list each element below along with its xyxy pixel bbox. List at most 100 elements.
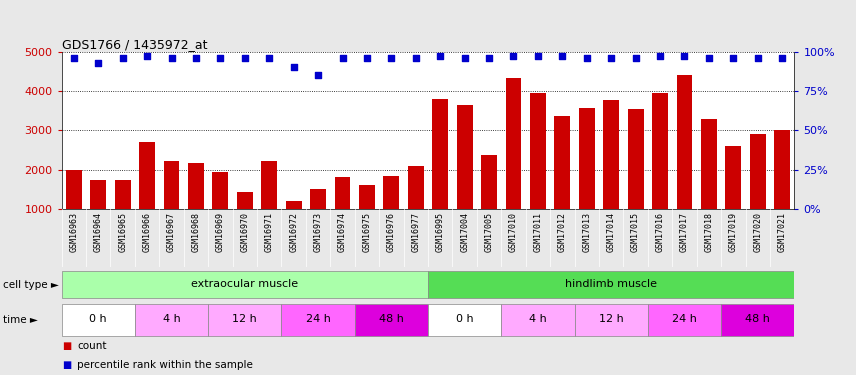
Text: 48 h: 48 h — [746, 314, 770, 324]
Text: GSM16995: GSM16995 — [436, 212, 445, 252]
Point — [702, 55, 716, 61]
Point — [433, 54, 447, 60]
Point — [164, 55, 178, 61]
Bar — [66, 170, 82, 209]
Text: GSM16966: GSM16966 — [143, 212, 152, 252]
Text: 48 h: 48 h — [379, 314, 404, 324]
Point — [67, 55, 80, 61]
Text: GSM17019: GSM17019 — [728, 212, 738, 252]
Point — [336, 55, 349, 61]
Bar — [506, 78, 521, 209]
Bar — [652, 93, 668, 209]
Text: extraocular muscle: extraocular muscle — [191, 279, 299, 289]
Text: GSM16977: GSM16977 — [411, 212, 420, 252]
Bar — [261, 161, 277, 209]
Point — [458, 55, 472, 61]
Point — [140, 54, 154, 60]
Point — [531, 54, 544, 60]
Point — [263, 55, 276, 61]
Bar — [383, 176, 399, 209]
Text: GSM17012: GSM17012 — [558, 212, 567, 252]
Bar — [721, 304, 794, 336]
Bar — [115, 180, 131, 209]
Text: GSM17021: GSM17021 — [777, 212, 787, 252]
Text: GSM16963: GSM16963 — [69, 212, 79, 252]
Text: 12 h: 12 h — [233, 314, 257, 324]
Bar — [237, 192, 253, 209]
Text: GSM17017: GSM17017 — [680, 212, 689, 252]
Text: ■: ■ — [62, 360, 71, 370]
Bar — [354, 304, 428, 336]
Bar — [502, 304, 574, 336]
Bar — [286, 201, 301, 209]
Text: hindlimb muscle: hindlimb muscle — [565, 279, 657, 289]
Bar — [140, 141, 155, 209]
Bar — [432, 99, 449, 209]
Bar — [335, 177, 350, 209]
Text: GSM17018: GSM17018 — [704, 212, 713, 252]
Text: GDS1766 / 1435972_at: GDS1766 / 1435972_at — [62, 38, 207, 51]
Bar — [62, 304, 135, 336]
Text: 4 h: 4 h — [163, 314, 181, 324]
Text: 24 h: 24 h — [672, 314, 697, 324]
Point — [189, 55, 203, 61]
Text: 24 h: 24 h — [306, 314, 330, 324]
Point — [678, 54, 692, 60]
Bar — [648, 304, 721, 336]
Text: GSM17010: GSM17010 — [509, 212, 518, 252]
Bar — [407, 166, 424, 209]
Point — [580, 55, 593, 61]
Text: GSM17014: GSM17014 — [607, 212, 615, 252]
Text: 4 h: 4 h — [529, 314, 547, 324]
Point — [312, 72, 325, 78]
Text: GSM17011: GSM17011 — [533, 212, 543, 252]
Text: GSM16975: GSM16975 — [362, 212, 372, 252]
Bar — [627, 109, 644, 209]
Text: 0 h: 0 h — [456, 314, 473, 324]
Bar — [359, 185, 375, 209]
Text: percentile rank within the sample: percentile rank within the sample — [77, 360, 253, 370]
Text: GSM17005: GSM17005 — [484, 212, 494, 252]
Text: 0 h: 0 h — [90, 314, 107, 324]
Bar — [676, 75, 693, 209]
Point — [360, 55, 374, 61]
Point — [727, 55, 740, 61]
Text: count: count — [77, 341, 106, 351]
Text: GSM16973: GSM16973 — [313, 212, 323, 252]
Point — [238, 55, 252, 61]
Point — [653, 54, 667, 60]
Point — [409, 55, 423, 61]
Point — [507, 54, 520, 60]
Bar — [212, 172, 229, 209]
Bar — [579, 108, 595, 209]
Text: GSM16974: GSM16974 — [338, 212, 347, 252]
Point — [287, 64, 300, 70]
Text: GSM16970: GSM16970 — [241, 212, 249, 252]
Bar — [310, 189, 326, 209]
Text: GSM16964: GSM16964 — [94, 212, 103, 252]
Text: cell type ►: cell type ► — [3, 280, 58, 290]
Text: GSM16971: GSM16971 — [265, 212, 274, 252]
Point — [116, 55, 129, 61]
Text: GSM17016: GSM17016 — [656, 212, 664, 252]
Point — [92, 60, 105, 66]
Bar — [62, 271, 428, 298]
Bar — [774, 130, 790, 209]
Bar — [135, 304, 208, 336]
Bar — [481, 155, 497, 209]
Text: GSM17015: GSM17015 — [631, 212, 640, 252]
Bar — [750, 134, 765, 209]
Point — [213, 55, 227, 61]
Text: GSM16976: GSM16976 — [387, 212, 395, 252]
Point — [751, 55, 764, 61]
Point — [482, 55, 496, 61]
Bar — [530, 93, 546, 209]
Text: GSM16967: GSM16967 — [167, 212, 176, 252]
Text: GSM17013: GSM17013 — [582, 212, 591, 252]
Text: GSM16972: GSM16972 — [289, 212, 298, 252]
Text: GSM16969: GSM16969 — [216, 212, 225, 252]
Bar — [555, 116, 570, 209]
Bar — [725, 146, 741, 209]
Bar — [428, 271, 794, 298]
Point — [384, 55, 398, 61]
